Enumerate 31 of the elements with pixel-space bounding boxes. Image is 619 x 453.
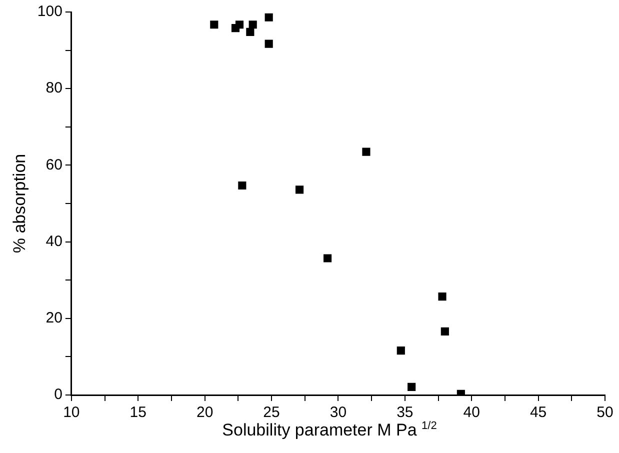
point bbox=[210, 20, 218, 29]
point bbox=[264, 13, 273, 22]
x-axis-title: Solubility parameter M Pa $^{1/2}$ bbox=[221, 420, 438, 441]
point bbox=[238, 181, 246, 190]
x-tick-label: 15 bbox=[130, 404, 146, 422]
x-tick-label: 50 bbox=[596, 404, 614, 422]
point bbox=[235, 20, 244, 29]
x-tick-label: 40 bbox=[463, 404, 480, 422]
y-tick-label: 40 bbox=[46, 232, 62, 250]
point bbox=[362, 148, 370, 156]
y-tick-label: 60 bbox=[46, 156, 62, 174]
x-tick-label: 35 bbox=[396, 404, 414, 422]
point bbox=[246, 28, 254, 36]
y-tick-label: 0 bbox=[54, 386, 62, 404]
x-tick-label: 25 bbox=[263, 404, 280, 422]
point bbox=[324, 254, 332, 262]
x-tick-label: 30 bbox=[330, 404, 347, 422]
x-tick-label: 10 bbox=[63, 404, 80, 422]
y-tick-label: 100 bbox=[37, 3, 62, 20]
point bbox=[438, 292, 446, 301]
point bbox=[408, 382, 416, 391]
point bbox=[440, 327, 449, 336]
point bbox=[264, 40, 273, 48]
y-axis-title: % absorption bbox=[10, 154, 29, 254]
point bbox=[248, 20, 257, 29]
x-tick-label: 45 bbox=[530, 404, 547, 422]
point bbox=[396, 346, 405, 355]
x-tick-label: 20 bbox=[196, 404, 214, 422]
y-tick-label: 80 bbox=[46, 80, 62, 97]
point bbox=[295, 186, 304, 194]
y-tick-label: 20 bbox=[46, 310, 62, 327]
